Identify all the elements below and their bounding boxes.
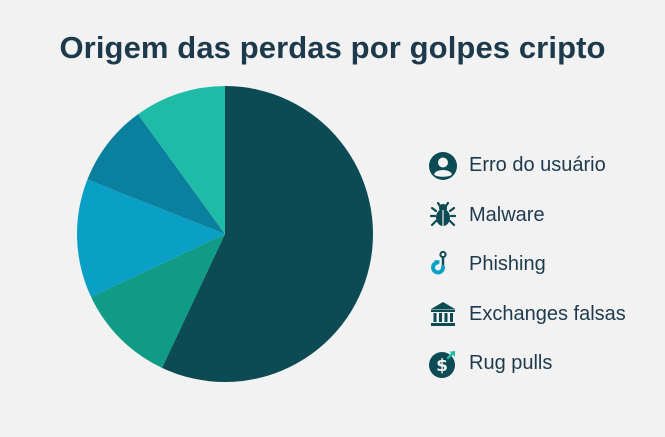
legend-label: Malware (469, 203, 545, 226)
legend-item-phishing: Phishing (428, 240, 626, 290)
legend-label: Phishing (469, 253, 546, 276)
pie-slice-1 (161, 86, 374, 382)
dollar-coin-icon: $ (428, 349, 458, 379)
legend-item-erro-do-usuario: Erro do usuário (428, 141, 626, 191)
legend-item-rug-pulls: $ Rug pulls (428, 339, 626, 389)
legend-label: Exchanges falsas (469, 302, 626, 325)
legend-item-exchanges-falsas: Exchanges falsas (428, 290, 626, 340)
pie-slice-4 (87, 114, 225, 234)
legend-label: Rug pulls (469, 352, 553, 375)
legend-label: Erro do usuário (469, 154, 606, 177)
chart-title: Origem das perdas por golpes cripto (59, 30, 606, 65)
legend: Erro do usuário Malware (428, 141, 626, 389)
pie-slice-2 (91, 234, 225, 368)
legend-item-malware: Malware (428, 191, 626, 241)
svg-text:$: $ (436, 356, 448, 376)
bank-icon (428, 299, 458, 329)
bug-icon (428, 200, 458, 230)
fishing-hook-icon (428, 250, 458, 280)
pie-slice-3 (76, 179, 225, 298)
user-icon (428, 151, 458, 181)
pie-slice-5 (138, 86, 225, 234)
